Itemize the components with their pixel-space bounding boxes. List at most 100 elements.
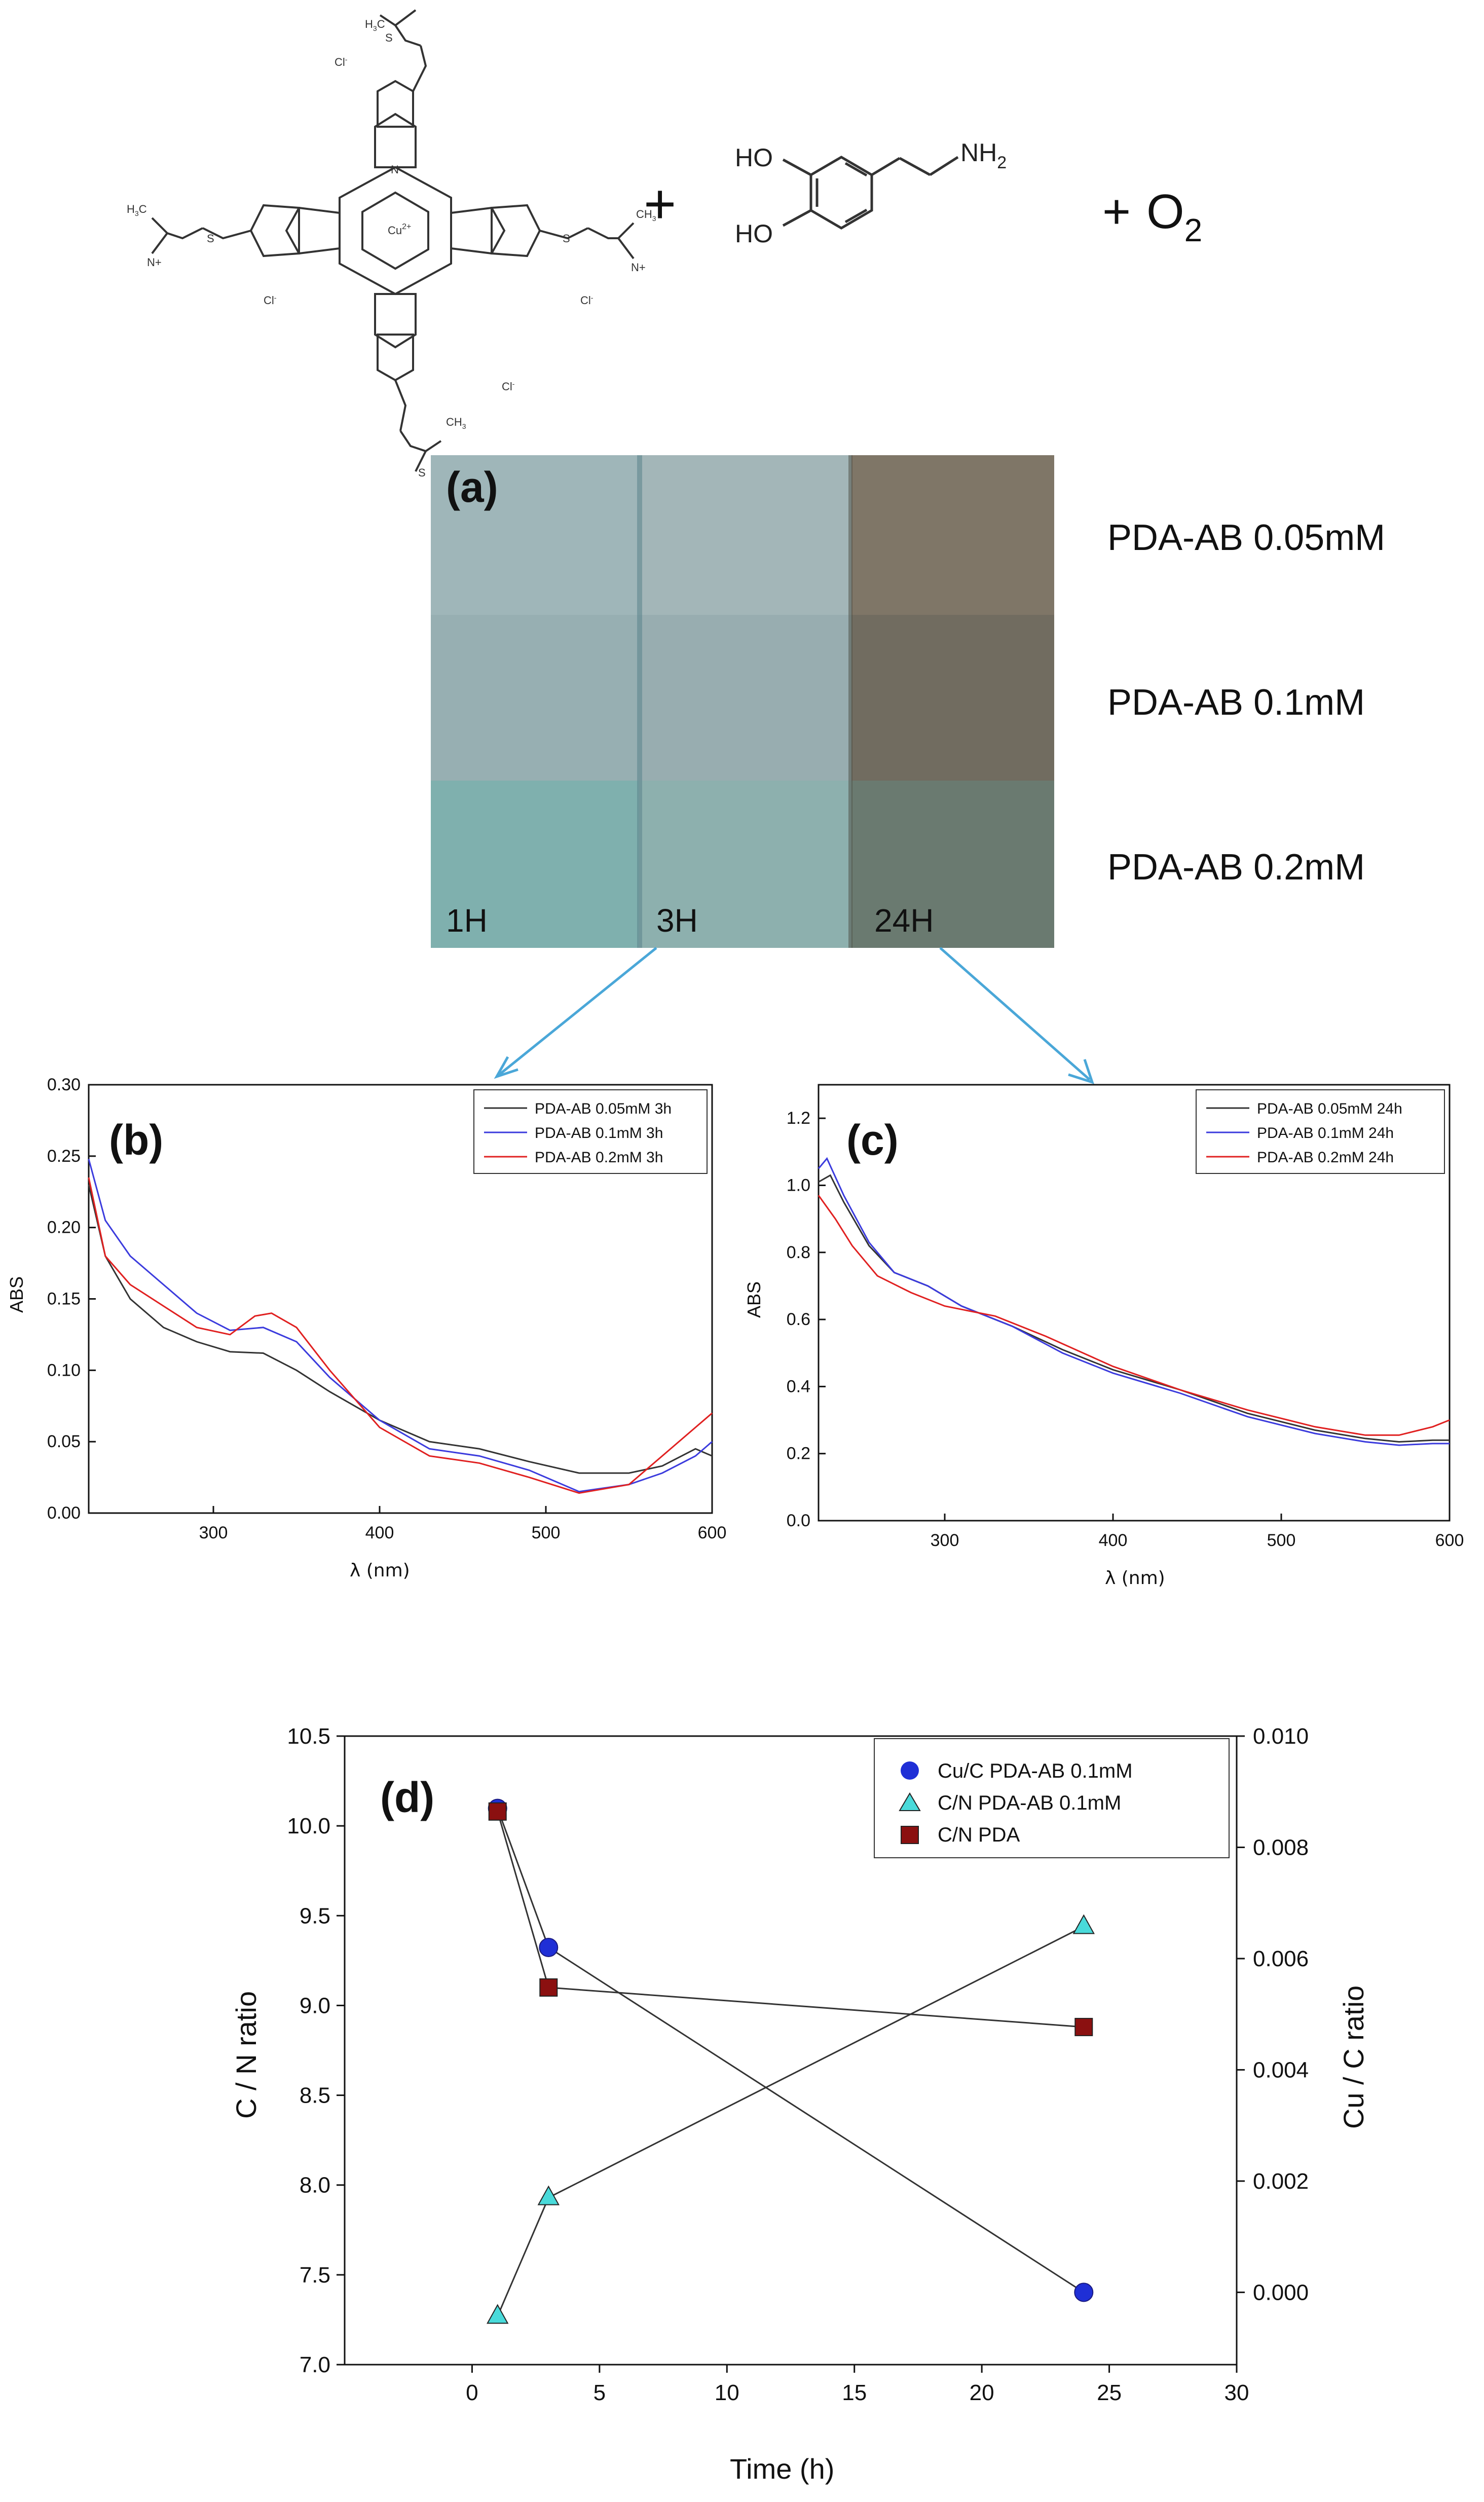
chart-c-series [818,1157,1450,1446]
photo-panel: (a) 1H 3H 24H PDA-AB 0.05mM PDA-AB 0.1mM… [431,455,1385,1084]
chart-d-point-cu-c [1074,2283,1094,2302]
time-label-1h: 1H [446,902,488,939]
sulfur-label-left: S [207,232,214,245]
chart-c-ytick-label: 1.0 [787,1175,810,1195]
methyl-label-bottom: CH3 [446,416,466,430]
phthalocyanine-labels: Cu2+ S S S S Cl- Cl- Cl- Cl- H3C CH3 H3C… [127,18,656,479]
chart-b-ytick-label: 0.30 [47,1075,81,1094]
chart-d-point-cu-c [539,1937,559,1957]
chart-d-xtick-label: 0 [466,2380,478,2405]
chart-c-series-line-2 [818,1195,1450,1436]
arrow-to-panel-b [498,947,657,1076]
chart-d-frame [344,1735,1238,2366]
swatch-02-1h [431,781,639,948]
chloride-label-bottom: Cl- [502,380,515,393]
chart-c-ylabel: ABS [744,1281,764,1318]
chart-d-xtick-label: 20 [970,2380,994,2405]
panel-c-label: (c) [846,1116,899,1164]
chart-b-xlabel: λ (nm) [350,1560,410,1581]
chart-d: 0 5 10 15 20 25 30 7.0 7.5 8.0 8.5 9.0 9.5 10.0 10.5 0.… [230,1724,1369,2485]
chart-d-legend-swatch-cn-pda [901,1826,919,1844]
chart-d-ytick-right-label: 0.006 [1253,1946,1309,1971]
swatch-005-1h [431,455,639,615]
chart-d-ylabel-left: C / N ratio [230,1991,262,2119]
chart-c-legend-02: PDA-AB 0.2mM 24h [1257,1149,1394,1166]
chart-b-series-line-0 [88,1184,713,1474]
chart-d-legend-cn-ab: C/N PDA-AB 0.1mM [938,1792,1121,1814]
hydroxyl-top-label: HO [735,143,773,172]
sulfur-label-bottom: S [418,466,426,479]
chart-d-legend-cn-pda: C/N PDA [938,1824,1020,1846]
chart-c-legend-005: PDA-AB 0.05mM 24h [1257,1100,1402,1117]
chart-c-ytick-label: 0.6 [787,1310,810,1329]
chart-d-legend-swatch-cn-ab [899,1792,921,1811]
chart-b-legend-02: PDA-AB 0.2mM 3h [535,1149,663,1166]
chart-d-ytick-right-label: 0.010 [1253,1724,1309,1749]
chart-d-legend-swatch-cu [901,1761,919,1780]
chart-b-xtick-label: 400 [365,1523,394,1542]
nitrogen-label: N [391,163,399,176]
chart-b-series-line-2 [88,1177,713,1494]
chart-d-ytick-left-label: 7.0 [300,2352,330,2377]
chart-d-xlabel: Time (h) [730,2453,834,2485]
chart-d-legend: Cu/C PDA-AB 0.1mM C/N PDA-AB 0.1mM C/N P… [874,1738,1230,1858]
chart-b-ytick-label: 0.15 [47,1290,81,1309]
chart-b-legend: PDA-AB 0.05mM 3h PDA-AB 0.1mM 3h PDA-AB … [473,1089,708,1174]
sulfur-label-right: S [563,232,570,245]
chart-b-xtick-label: 500 [532,1523,561,1542]
swatch-005-3h [639,455,851,615]
sulfur-label-top: S [385,31,393,44]
chart-d-xtick-label: 10 [715,2380,739,2405]
chart-d-ytick-left-label: 8.5 [300,2083,330,2108]
chart-d-point-cn-pda [539,1978,558,1997]
chart-c-series-line-1 [818,1157,1450,1446]
chart-d-point-cn-ab [487,2304,509,2324]
arrow-to-panel-c [939,947,1091,1081]
chart-c-ytick-label: 0.0 [787,1511,810,1530]
chart-b-ticks: 300 400 500 600 0.00 0.05 0.10 0.15 0.20 0.25 0.30 [47,1075,727,1542]
plus-sign-1: + [644,173,676,235]
chart-d-xtick-label: 25 [1097,2380,1122,2405]
chart-d-ytick-right-label: 0.002 [1253,2169,1309,2194]
chart-d-ytick-right-label: 0.004 [1253,2057,1309,2082]
chart-d-ytick-left-label: 9.0 [300,1993,330,2018]
chart-d-point-cn-ab [1072,1914,1095,1934]
chart-b-legend-01: PDA-AB 0.1mM 3h [535,1125,663,1142]
chart-c-frame [818,1084,1451,1522]
panel-b-label: (b) [109,1116,163,1164]
chart-d-series-line-1 [497,1926,1084,2316]
chart-c-ytick-label: 0.2 [787,1444,810,1463]
chart-b-xtick-label: 600 [698,1523,727,1542]
chart-d-ytick-left-label: 7.5 [300,2263,330,2288]
arrowhead-c [1068,1059,1094,1084]
swatch-01-3h [639,615,851,781]
chart-d-ytick-right-label: 0.008 [1253,1835,1309,1860]
chart-c: 300 400 500 600 0.0 0.2 0.4 0.6 0.8 1.0 1.2 (c) λ … [744,1084,1464,1589]
chart-b-series [88,1159,713,1494]
chart-c-xtick-label: 300 [931,1531,959,1550]
chloride-label-right: Cl- [580,293,593,307]
chart-c-ticks: 300 400 500 600 0.0 0.2 0.4 0.6 0.8 1.0 1.2 [787,1109,1464,1550]
chart-d-ticks: 0 5 10 15 20 25 30 7.0 7.5 8.0 8.5 9.0 9.5 10.0 10.5 0.… [287,1724,1309,2405]
oxygen-label: O2 [1146,185,1202,248]
chart-c-ytick-label: 0.8 [787,1243,810,1262]
amine-label: NH2 [960,138,1007,172]
chart-c-legend: PDA-AB 0.05mM 24h PDA-AB 0.1mM 24h PDA-A… [1196,1089,1445,1174]
chart-b-ylabel: ABS [6,1276,27,1313]
chart-c-xtick-label: 600 [1435,1531,1464,1550]
swatch-02-3h [639,781,851,948]
chart-d-ytick-right-label: 0.000 [1253,2280,1309,2305]
chart-c-ytick-label: 1.2 [787,1109,810,1128]
chart-b: 300 400 500 600 0.00 0.05 0.10 0.15 0.20 0.25 0.30… [6,1075,726,1581]
chart-d-ytick-left-label: 10.0 [287,1814,330,1838]
swatch-01-24h [851,615,1054,781]
chart-b-ytick-label: 0.00 [47,1503,81,1523]
chart-d-series [497,1808,1085,2316]
chart-d-point-cn-pda [1074,2017,1093,2036]
swatch-02-24h [851,781,1054,948]
chart-d-series-line-0 [497,1808,1085,2293]
swatch-01-1h [431,615,639,781]
chloride-label-left: Cl- [264,293,277,307]
chart-b-ytick-label: 0.20 [47,1218,81,1237]
